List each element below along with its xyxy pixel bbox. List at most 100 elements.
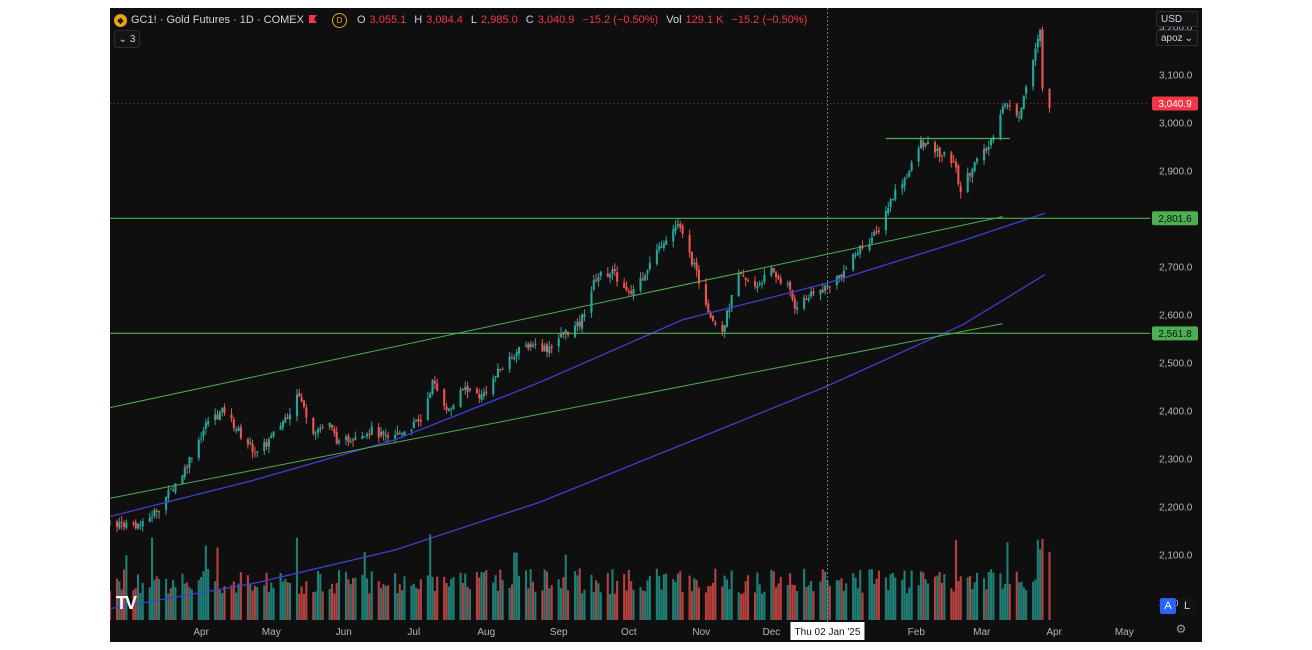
log-scale-button[interactable]: L: [1179, 598, 1195, 614]
candle-body: [466, 385, 469, 392]
candle-body: [415, 419, 418, 422]
currency-select[interactable]: USD: [1156, 11, 1198, 27]
candle-body: [926, 142, 930, 145]
candle-body: [676, 224, 679, 226]
volume-bar: [758, 584, 761, 620]
candle-body: [613, 269, 616, 272]
volume-bar: [973, 582, 976, 620]
candle-body: [475, 388, 478, 394]
tradingview-logo-icon[interactable]: TV: [116, 593, 137, 613]
volume-bar: [852, 573, 855, 620]
volume-bar: [606, 572, 609, 620]
candle-body: [239, 427, 242, 439]
volume-bar: [396, 593, 399, 620]
candle-body: [412, 421, 415, 428]
currency-label: USD: [1161, 13, 1183, 25]
candle-body: [223, 407, 226, 414]
volume-bar: [436, 576, 439, 620]
volume-bar: [574, 571, 577, 620]
candle-body: [611, 269, 614, 275]
volume-bar: [251, 590, 254, 620]
volume-bar: [139, 592, 142, 620]
volume-bar: [739, 594, 743, 620]
volume-bar: [933, 576, 937, 620]
candle-body: [999, 114, 1002, 139]
price-chart[interactable]: 3,200.03,100.03,000.02,900.02,800.02,700…: [110, 8, 1202, 642]
volume-bar: [120, 589, 123, 620]
candle-body: [922, 141, 925, 148]
volume-bar: [541, 590, 544, 620]
volume-bar: [581, 593, 584, 620]
volume-bar: [466, 586, 469, 620]
candle-body: [983, 148, 986, 161]
volume-bar: [443, 576, 446, 620]
candle-body: [868, 243, 871, 250]
candle-body: [398, 432, 401, 434]
candle-body: [662, 243, 665, 248]
indicators-toggle-button[interactable]: ⌄ 3: [114, 30, 140, 48]
candle-body: [1032, 60, 1035, 87]
gear-icon[interactable]: ⚙: [1175, 622, 1187, 636]
volume-bar: [207, 568, 210, 620]
candle-body: [908, 171, 911, 177]
y-tick-label: 2,700.0: [1159, 263, 1193, 274]
level-badge: [1152, 211, 1198, 226]
volume-bar: [824, 571, 827, 620]
volume-bar: [971, 588, 974, 620]
volume-bar: [775, 587, 778, 620]
change-value: −15.2 (−0.50%): [582, 14, 659, 26]
volume-bar: [805, 586, 808, 620]
volume-bar: [431, 576, 434, 620]
volume-bar: [330, 583, 334, 620]
candle-body: [777, 276, 780, 279]
candle-body: [644, 275, 647, 281]
symbol-title[interactable]: GC1! · Gold Futures · 1D · COMEX: [131, 14, 304, 26]
volume-bar: [627, 569, 630, 620]
open-label: O: [356, 14, 366, 26]
trendline: [110, 216, 1003, 409]
candle-body: [597, 277, 600, 282]
candle-body: [627, 291, 630, 293]
candle-body: [204, 422, 207, 429]
y-tick-label: 3,100.0: [1159, 71, 1193, 82]
candle-body: [443, 389, 446, 406]
candle-body: [494, 376, 497, 378]
moving-average-line: [110, 212, 1046, 518]
candle-body: [760, 283, 764, 285]
volume-bar: [517, 575, 521, 620]
candle-body: [630, 291, 633, 294]
volume-bar: [531, 581, 535, 620]
volume-bar: [1015, 571, 1018, 620]
candle-body: [711, 315, 715, 321]
volume-bar: [347, 579, 350, 620]
candle-body: [354, 437, 357, 440]
x-tick-label: Feb: [908, 627, 926, 638]
volume-bar: [789, 573, 792, 620]
candle-body: [251, 443, 254, 453]
volume-bar: [760, 593, 764, 620]
volume-bar: [550, 585, 553, 620]
volume-bar: [1018, 582, 1021, 620]
volume-bar: [992, 572, 995, 620]
candle-body: [134, 522, 137, 529]
volume-bar: [181, 573, 184, 620]
volume-bar: [1020, 581, 1023, 620]
volume-bar: [316, 571, 320, 620]
volume-bar: [141, 582, 144, 620]
chart-panel[interactable]: 3,200.03,100.03,000.02,900.02,800.02,700…: [110, 8, 1202, 642]
volume-bar: [377, 581, 380, 620]
auto-scale-button[interactable]: A: [1160, 598, 1176, 614]
volume-bar: [690, 591, 693, 620]
volume-bar: [803, 568, 806, 620]
level-badge-label: 2,801.6: [1158, 214, 1192, 225]
scale-mode-select[interactable]: apoz ⌄: [1156, 30, 1198, 46]
candle-body: [417, 419, 420, 421]
volume-bar: [987, 571, 990, 620]
y-tick-label: 2,400.0: [1159, 406, 1193, 417]
candle-body: [632, 289, 635, 296]
candle-body: [971, 169, 974, 177]
volume-bar: [812, 591, 815, 620]
volume-bar: [676, 573, 679, 620]
volume-bar: [943, 574, 946, 620]
candle-body: [151, 516, 154, 518]
